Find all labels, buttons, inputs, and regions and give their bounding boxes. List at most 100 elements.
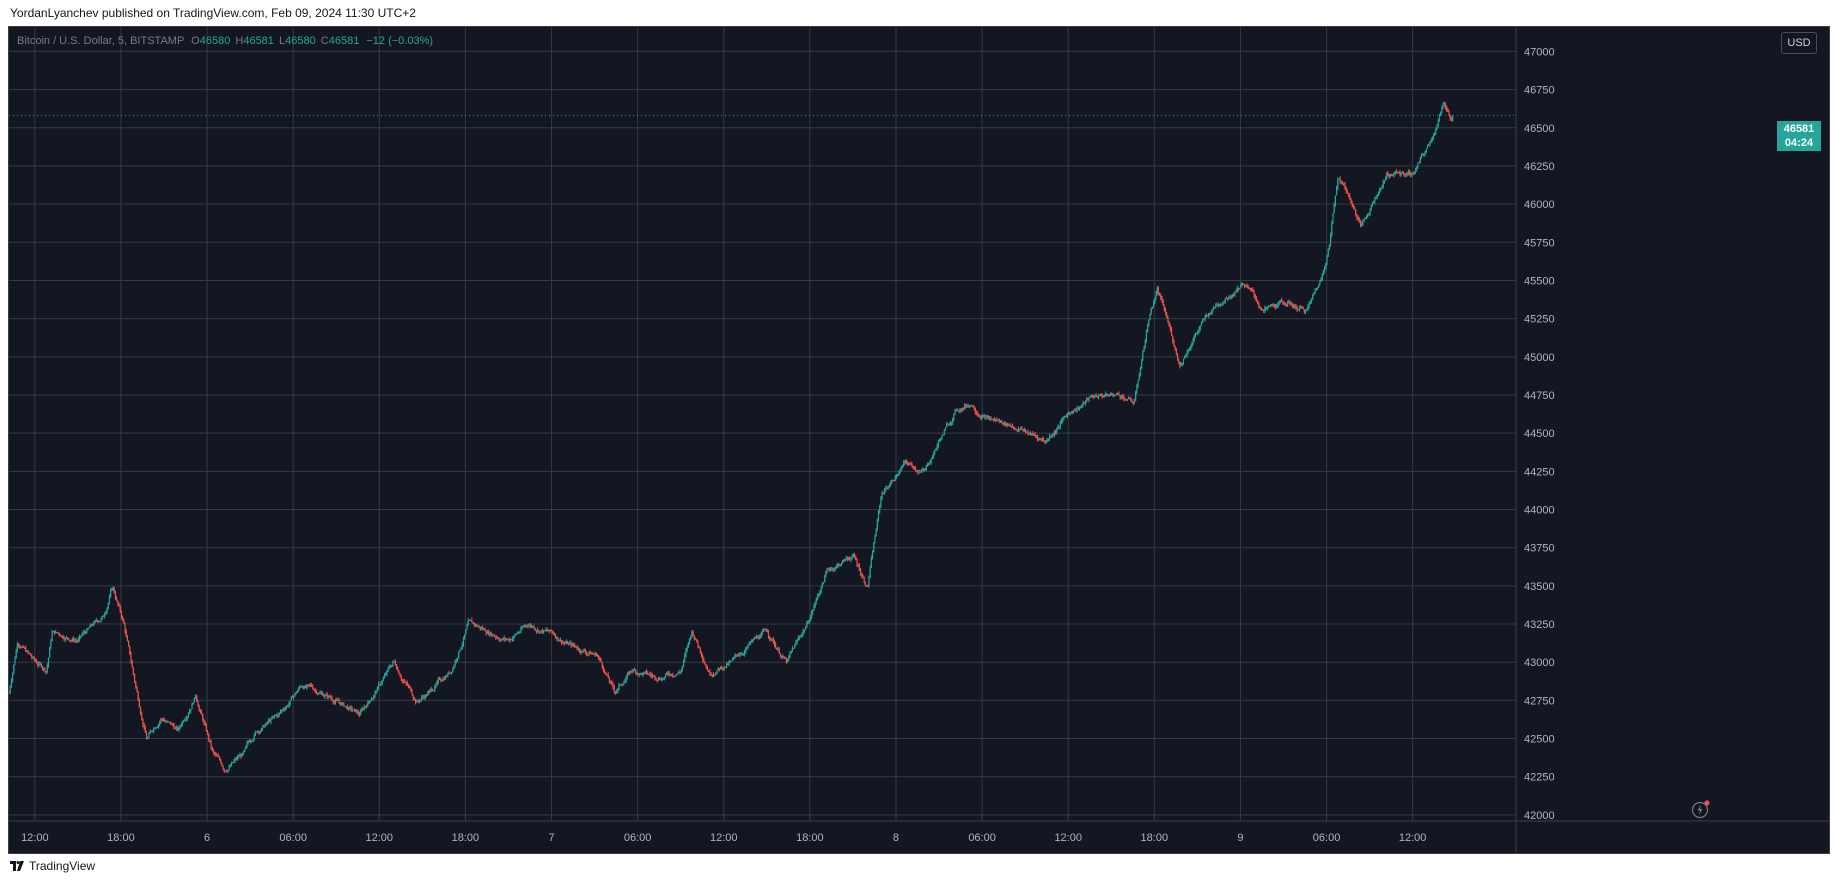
- candle: [910, 461, 912, 466]
- candle-body: [1063, 417, 1065, 419]
- candle: [232, 762, 234, 764]
- candle-body: [20, 647, 22, 649]
- candle: [899, 468, 901, 475]
- candle: [720, 666, 722, 670]
- candle-body: [559, 640, 561, 642]
- candle: [508, 637, 510, 642]
- candle-body: [743, 651, 746, 654]
- currency-button[interactable]: USD: [1781, 32, 1817, 54]
- candle-body: [1124, 399, 1126, 401]
- candle-body: [1158, 293, 1161, 296]
- candle-body: [490, 632, 492, 636]
- candle-body: [800, 636, 802, 638]
- candle: [1431, 136, 1433, 142]
- candle: [1210, 311, 1212, 315]
- candle-body: [731, 659, 734, 661]
- candle: [760, 631, 762, 638]
- candle-body: [1050, 436, 1052, 438]
- candle-body: [995, 419, 997, 421]
- candle-body: [1081, 405, 1083, 407]
- candle-body: [1132, 402, 1134, 404]
- candle-body: [747, 644, 749, 648]
- tradingview-logo-icon: [10, 861, 24, 871]
- candle: [1115, 392, 1118, 396]
- candle-body: [748, 643, 750, 645]
- candle-body: [108, 596, 111, 604]
- candle: [1277, 301, 1279, 309]
- candle: [130, 651, 132, 664]
- candle-body: [813, 606, 815, 611]
- candle-body: [541, 630, 544, 633]
- candle-body: [654, 675, 656, 679]
- candle: [381, 680, 383, 686]
- candle-body: [204, 723, 206, 726]
- candlestick-chart[interactable]: 4200042250425004275043000432504350043750…: [9, 27, 1829, 853]
- candle-body: [824, 576, 826, 583]
- candle: [870, 555, 872, 568]
- close-label: C: [320, 35, 329, 47]
- candle: [539, 631, 541, 634]
- candle-body: [1145, 332, 1148, 341]
- candle-body: [818, 594, 820, 597]
- candle: [545, 627, 547, 632]
- last-price-value: 46581: [1783, 123, 1815, 135]
- chart-panel[interactable]: 42000 42250 42500 42750 43000 43250 43500 43750…: [8, 26, 1830, 854]
- candle-body: [984, 415, 986, 419]
- candle: [1005, 422, 1008, 426]
- candle: [374, 690, 376, 698]
- candle: [801, 632, 803, 639]
- candle-body: [399, 673, 401, 677]
- candle: [503, 635, 505, 642]
- candle: [1274, 303, 1277, 310]
- candle: [263, 724, 265, 728]
- candle-body: [610, 681, 612, 683]
- candle: [615, 689, 618, 694]
- candle: [166, 719, 168, 723]
- candle: [1033, 433, 1035, 437]
- footer-brand[interactable]: TradingView: [10, 859, 95, 873]
- candle: [1094, 394, 1096, 398]
- candle-body: [1325, 263, 1327, 268]
- candle-body: [770, 638, 772, 640]
- candle: [1199, 325, 1201, 332]
- candle: [897, 473, 899, 477]
- candle-body: [668, 673, 670, 676]
- candle-body: [301, 686, 303, 688]
- candle-body: [444, 676, 447, 680]
- candle-body: [1113, 395, 1115, 397]
- candle: [715, 672, 717, 676]
- candle-body: [757, 636, 759, 638]
- candle: [647, 671, 649, 675]
- candle-body: [1120, 396, 1122, 398]
- candle-body: [932, 452, 935, 458]
- candle: [1437, 118, 1439, 128]
- candle-body: [1182, 358, 1185, 363]
- candle: [1053, 430, 1055, 438]
- candle: [137, 690, 139, 702]
- candle: [583, 648, 585, 652]
- candle: [361, 706, 363, 713]
- candle-body: [675, 674, 677, 676]
- candle: [1446, 105, 1448, 112]
- candle: [1185, 353, 1187, 358]
- candle-body: [1302, 306, 1304, 309]
- candle-body: [312, 686, 314, 689]
- candle-body: [769, 636, 771, 640]
- candle: [537, 627, 539, 633]
- candle-body: [1175, 348, 1177, 354]
- candle: [288, 701, 290, 708]
- bolt-icon[interactable]: [1691, 799, 1711, 819]
- candle: [157, 723, 160, 729]
- candle-body: [1225, 298, 1228, 300]
- candle-body: [581, 651, 583, 653]
- candle-body: [81, 634, 83, 636]
- candle-body: [751, 640, 753, 643]
- candle-body: [1405, 174, 1407, 176]
- candle: [1341, 180, 1344, 185]
- candle-body: [686, 647, 688, 651]
- time-tick-label: 6: [204, 832, 210, 844]
- candle: [89, 623, 91, 628]
- candle-body: [429, 688, 431, 692]
- candle: [1014, 427, 1016, 431]
- candle-body: [1203, 319, 1205, 321]
